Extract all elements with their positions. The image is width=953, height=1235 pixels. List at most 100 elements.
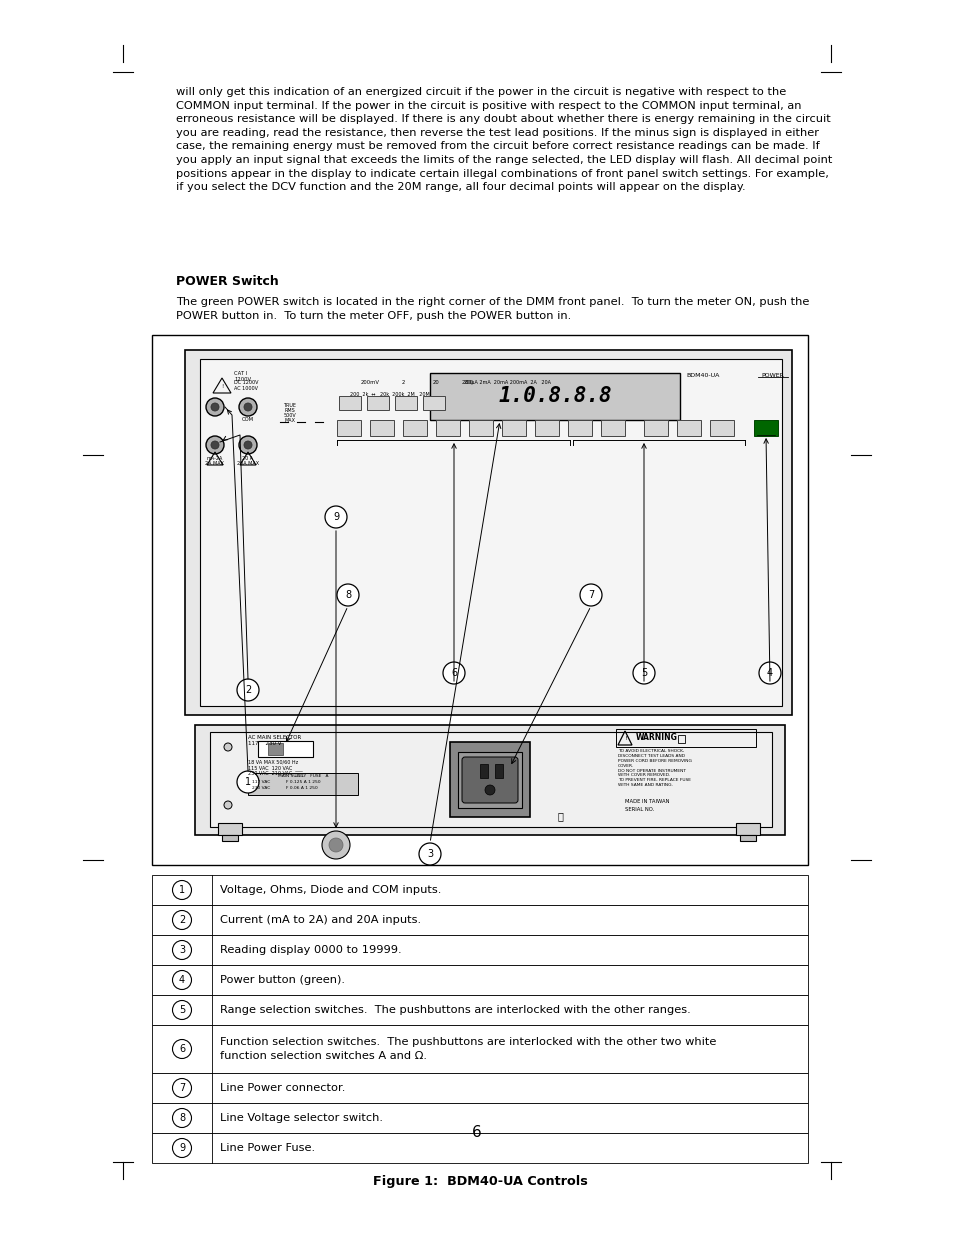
Bar bbox=[152, 335, 807, 864]
Text: 7: 7 bbox=[587, 590, 594, 600]
FancyBboxPatch shape bbox=[753, 420, 778, 436]
Text: 3: 3 bbox=[179, 945, 185, 955]
Bar bbox=[222, 835, 237, 841]
Text: MADE IN TAIWAN: MADE IN TAIWAN bbox=[624, 799, 669, 804]
Text: 3: 3 bbox=[427, 848, 433, 860]
Circle shape bbox=[172, 1000, 192, 1020]
Circle shape bbox=[224, 802, 232, 809]
Text: 500V
MAX: 500V MAX bbox=[283, 412, 296, 424]
Text: 4: 4 bbox=[766, 668, 772, 678]
Circle shape bbox=[211, 441, 219, 450]
Bar bbox=[152, 905, 807, 935]
Circle shape bbox=[239, 436, 256, 454]
Text: CAT I
1200V: CAT I 1200V bbox=[233, 370, 251, 382]
Text: SERIAL NO.: SERIAL NO. bbox=[624, 806, 654, 811]
Text: BDM40-UA: BDM40-UA bbox=[685, 373, 719, 378]
FancyBboxPatch shape bbox=[600, 420, 624, 436]
FancyBboxPatch shape bbox=[336, 420, 360, 436]
FancyBboxPatch shape bbox=[535, 420, 558, 436]
Circle shape bbox=[172, 941, 192, 960]
FancyBboxPatch shape bbox=[395, 396, 416, 410]
Bar bbox=[616, 729, 755, 747]
Bar bbox=[450, 742, 530, 818]
Text: MAIN SUPPLY   FUSE   A: MAIN SUPPLY FUSE A bbox=[277, 774, 328, 778]
Circle shape bbox=[172, 1040, 192, 1058]
Text: 2: 2 bbox=[401, 380, 404, 385]
Text: TRUE
RMS: TRUE RMS bbox=[283, 403, 296, 414]
Circle shape bbox=[224, 743, 232, 751]
Text: 20: 20 bbox=[432, 380, 439, 385]
FancyBboxPatch shape bbox=[501, 420, 525, 436]
Bar bbox=[152, 995, 807, 1025]
Text: Voltage, Ohms, Diode and COM inputs.: Voltage, Ohms, Diode and COM inputs. bbox=[220, 885, 441, 895]
Bar bbox=[152, 1132, 807, 1163]
Text: !: ! bbox=[221, 384, 223, 389]
Text: Line Voltage selector switch.: Line Voltage selector switch. bbox=[220, 1113, 382, 1123]
Circle shape bbox=[206, 436, 224, 454]
Circle shape bbox=[418, 844, 440, 864]
Circle shape bbox=[336, 584, 358, 606]
Text: 8: 8 bbox=[345, 590, 351, 600]
Bar bbox=[218, 823, 242, 835]
Text: ⏚: ⏚ bbox=[557, 811, 562, 821]
Text: 200: 200 bbox=[463, 380, 474, 385]
FancyBboxPatch shape bbox=[643, 420, 667, 436]
Text: 1: 1 bbox=[179, 885, 185, 895]
Text: Line Power connector.: Line Power connector. bbox=[220, 1083, 345, 1093]
Bar bbox=[248, 773, 357, 795]
Circle shape bbox=[211, 403, 219, 411]
Bar bbox=[152, 1103, 807, 1132]
Bar bbox=[194, 725, 784, 835]
Text: 230 VAC: 230 VAC bbox=[252, 785, 270, 790]
Circle shape bbox=[325, 506, 347, 529]
Circle shape bbox=[759, 662, 781, 684]
Circle shape bbox=[442, 662, 464, 684]
Bar bbox=[200, 359, 781, 706]
Text: 115 VAC  120 VAC  ___: 115 VAC 120 VAC ___ bbox=[248, 764, 302, 771]
Text: 6: 6 bbox=[472, 1125, 481, 1140]
Bar bbox=[152, 1073, 807, 1103]
FancyBboxPatch shape bbox=[367, 396, 389, 410]
Text: The green POWER switch is located in the right corner of the DMM front panel.  T: The green POWER switch is located in the… bbox=[175, 296, 808, 321]
Text: 200  2k  ↔   20k  200k  2M   20M: 200 2k ↔ 20k 200k 2M 20M bbox=[350, 391, 429, 396]
Bar bbox=[495, 764, 502, 778]
Bar bbox=[268, 743, 283, 755]
Circle shape bbox=[172, 881, 192, 899]
Circle shape bbox=[236, 771, 258, 793]
Bar bbox=[152, 876, 807, 905]
Bar bbox=[479, 764, 488, 778]
Circle shape bbox=[244, 403, 252, 411]
Text: DC 1200V
AC 1000V: DC 1200V AC 1000V bbox=[233, 380, 258, 390]
Text: 1.0.8.8.8: 1.0.8.8.8 bbox=[497, 387, 611, 406]
Circle shape bbox=[244, 441, 252, 450]
FancyBboxPatch shape bbox=[709, 420, 733, 436]
Bar bbox=[185, 350, 791, 715]
Text: Line Power Fuse.: Line Power Fuse. bbox=[220, 1144, 314, 1153]
Text: Figure 1:  BDM40-UA Controls: Figure 1: BDM40-UA Controls bbox=[373, 1174, 587, 1188]
FancyBboxPatch shape bbox=[436, 420, 459, 436]
Text: AC MAIN SELECTOR
117    230 V: AC MAIN SELECTOR 117 230 V bbox=[248, 735, 301, 746]
Circle shape bbox=[172, 971, 192, 989]
Bar bbox=[457, 752, 521, 808]
Text: WARNING: WARNING bbox=[636, 734, 678, 742]
Circle shape bbox=[579, 584, 601, 606]
Circle shape bbox=[206, 398, 224, 416]
Text: 200mV: 200mV bbox=[360, 380, 379, 385]
Text: POWER Switch: POWER Switch bbox=[175, 275, 278, 288]
Bar bbox=[152, 935, 807, 965]
Text: 230 VAC  210 VAC  ___: 230 VAC 210 VAC ___ bbox=[248, 769, 302, 776]
Bar bbox=[735, 823, 760, 835]
Text: 9: 9 bbox=[179, 1144, 185, 1153]
Text: 4: 4 bbox=[179, 974, 185, 986]
Text: 8: 8 bbox=[179, 1113, 185, 1123]
Circle shape bbox=[172, 1078, 192, 1098]
FancyBboxPatch shape bbox=[567, 420, 592, 436]
Text: 117 VAC: 117 VAC bbox=[252, 781, 270, 784]
FancyBboxPatch shape bbox=[422, 396, 444, 410]
Circle shape bbox=[239, 398, 256, 416]
Text: Range selection switches.  The pushbuttons are interlocked with the other ranges: Range selection switches. The pushbutton… bbox=[220, 1005, 690, 1015]
Bar bbox=[152, 965, 807, 995]
Text: 2: 2 bbox=[178, 915, 185, 925]
FancyBboxPatch shape bbox=[338, 396, 360, 410]
Text: 5: 5 bbox=[640, 668, 646, 678]
